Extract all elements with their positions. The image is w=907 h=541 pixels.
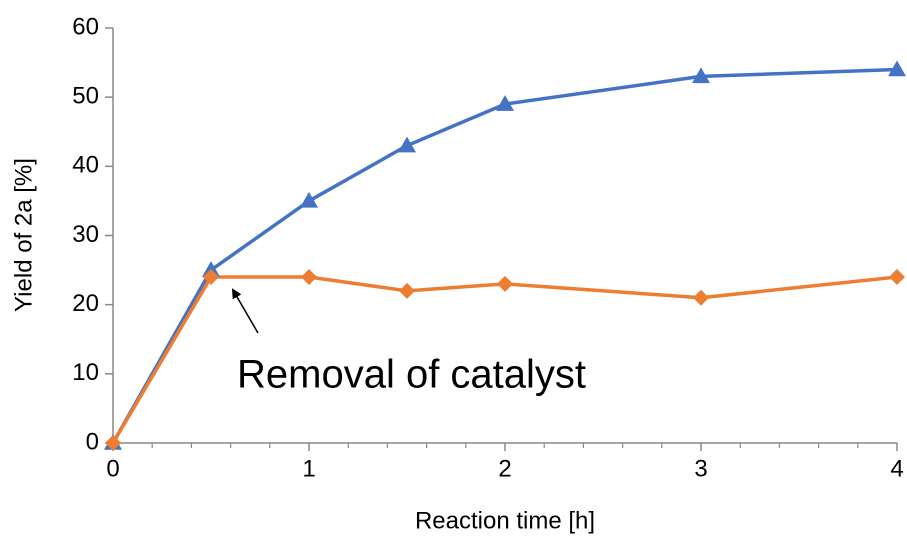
series-marker xyxy=(300,191,318,208)
x-tick-label: 3 xyxy=(694,455,707,482)
series-marker xyxy=(496,95,514,111)
x-tick-label: 4 xyxy=(890,455,903,482)
y-tick-label: 10 xyxy=(72,359,99,386)
y-tick-label: 0 xyxy=(86,428,99,455)
series-marker xyxy=(888,60,906,77)
series-marker xyxy=(105,435,121,451)
y-tick-label: 50 xyxy=(72,83,99,110)
series-marker xyxy=(203,269,219,285)
series-marker xyxy=(692,67,710,84)
series-marker xyxy=(398,136,416,153)
y-axis-label: Yield of 2a [%] xyxy=(10,158,37,312)
series-marker xyxy=(693,289,709,306)
annotation-arrow xyxy=(231,288,259,334)
y-tick-label: 30 xyxy=(72,221,99,248)
series-marker xyxy=(202,261,220,277)
series-marker xyxy=(301,269,317,285)
series-marker xyxy=(497,275,513,292)
y-tick-label: 40 xyxy=(72,152,99,179)
x-tick-label: 2 xyxy=(498,455,511,482)
y-tick-label: 60 xyxy=(72,13,99,40)
x-axis-label: Reaction time [h] xyxy=(415,507,595,534)
x-tick-label: 1 xyxy=(302,455,315,482)
y-tick-label: 20 xyxy=(72,290,99,317)
annotation: Removal of catalyst xyxy=(237,353,586,397)
x-tick-label: 0 xyxy=(106,455,119,482)
series-marker xyxy=(889,269,905,285)
series-marker xyxy=(399,282,415,299)
